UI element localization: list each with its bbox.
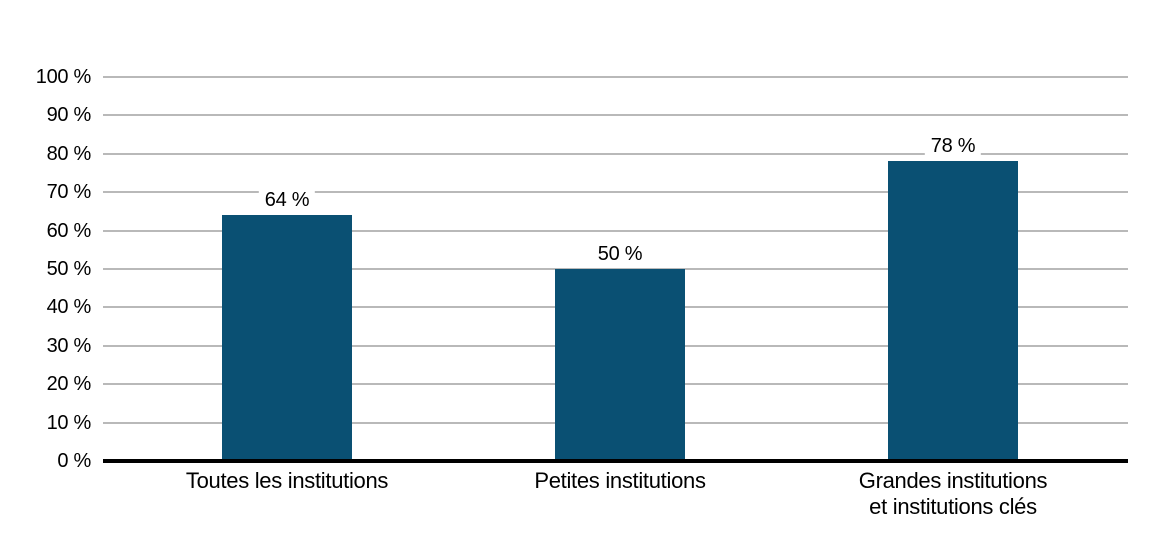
gridline	[103, 114, 1128, 117]
bar-grandes-institutions	[888, 161, 1018, 461]
gridline	[103, 76, 1128, 78]
x-axis-line	[103, 459, 1128, 463]
y-axis-tick-label: 60 %	[46, 219, 92, 242]
y-axis-tick-label: 20 %	[46, 373, 92, 396]
y-axis-tick-label: 0 %	[57, 450, 91, 472]
y-axis-tick-label: 90 %	[46, 104, 92, 127]
category-label: Grandes institutions et institutions clé…	[858, 468, 1048, 519]
bar-value-label: 50 %	[591, 243, 649, 266]
category-label: Petites institutions	[534, 468, 706, 493]
gridline	[103, 191, 1128, 194]
plot-area: 64 % 50 % 78 %	[103, 76, 1128, 463]
category-label: Toutes les institutions	[185, 468, 389, 493]
gridline	[103, 152, 1128, 155]
y-axis-tick-label: 80 %	[46, 142, 92, 165]
y-axis-tick-label: 30 %	[46, 334, 92, 357]
bar-value-label: 78 %	[924, 135, 982, 159]
y-axis-tick-label: 40 %	[46, 296, 92, 319]
y-axis: 100 % 90 % 80 % 70 % 60 % 50 % 40 % 30 % 20 % 10 …	[0, 66, 92, 472]
x-axis: Toutes les institutions Petites institut…	[103, 468, 1128, 528]
y-axis-tick-label: 70 %	[46, 181, 92, 204]
bar-value-label: 64 %	[258, 189, 316, 213]
bar-petites-institutions	[555, 269, 685, 461]
y-axis-tick-label: 100 %	[35, 66, 92, 88]
bar-toutes-les-institutions	[222, 215, 352, 461]
y-axis-tick-label: 50 %	[46, 258, 92, 280]
gridline	[103, 229, 1128, 232]
y-axis-tick-label: 10 %	[46, 411, 92, 434]
